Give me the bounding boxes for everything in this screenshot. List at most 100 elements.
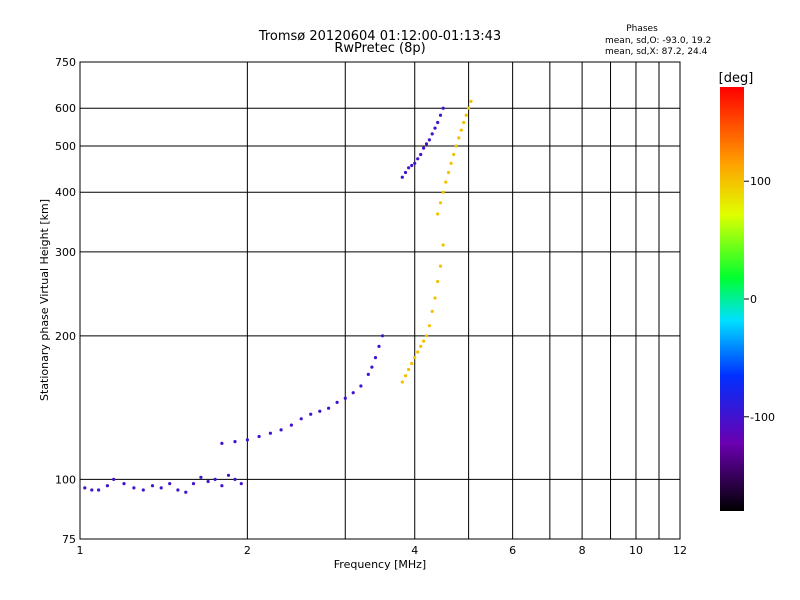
data-point-o (403, 170, 408, 175)
x-tick-label: 6 (509, 544, 516, 557)
data-point-o (233, 477, 237, 481)
data-point-o (424, 142, 429, 146)
y-tick-label: 100 (55, 473, 76, 486)
data-point-o (257, 434, 261, 439)
data-point-x (410, 361, 414, 366)
chart-title: Tromsø 20120604 01:12:00-01:13:43 (258, 29, 501, 44)
data-point-o (373, 356, 378, 360)
data-point-x (430, 309, 434, 313)
x-tick-label: 2 (244, 544, 251, 557)
phases-line-o: mean, sd,O: -93.0, 19.2 (605, 36, 711, 46)
grid-lines (80, 62, 680, 539)
data-point-o (359, 384, 363, 388)
data-point-o (422, 146, 426, 150)
colorbar: [deg] 100 0 -100 (719, 71, 775, 511)
y-tick-label: 300 (55, 246, 76, 259)
data-point-o (430, 132, 434, 136)
data-points (83, 99, 473, 494)
y-tick-label: 750 (55, 56, 76, 69)
data-point-o (343, 396, 347, 400)
y-axis-label: Stationary phase Virtual Height [km] (38, 199, 51, 401)
data-point-o (150, 484, 155, 488)
data-point-o (279, 428, 283, 432)
colorbar-tick-label: 0 (750, 293, 757, 306)
data-point-x (407, 367, 411, 372)
data-point-x (436, 212, 440, 216)
data-point-x (438, 264, 443, 268)
data-point-x (452, 152, 456, 157)
data-point-x (462, 120, 466, 125)
phases-header: Phases (626, 24, 658, 34)
plot-frame (79, 61, 681, 540)
data-point-o (410, 163, 414, 168)
data-point-o (327, 406, 331, 410)
data-point-x (449, 161, 453, 165)
colorbar-gradient (720, 87, 744, 511)
x-tick-label: 4 (411, 544, 418, 557)
data-point-x (419, 344, 423, 348)
x-tick-label: 10 (629, 544, 643, 557)
colorbar-tick-label: -100 (750, 411, 775, 424)
data-point-x (438, 201, 443, 205)
data-point-o (309, 412, 313, 416)
data-point-x (467, 106, 471, 110)
data-point-o (377, 344, 381, 348)
x-axis-ticks: 1 2 4 6 8 10 12 (77, 544, 688, 557)
data-point-o (239, 482, 243, 486)
y-tick-label: 200 (55, 330, 76, 343)
data-point-o (299, 417, 303, 421)
data-point-o (213, 477, 217, 481)
data-point-o (220, 484, 224, 488)
data-point-o (413, 161, 417, 165)
data-point-o (97, 488, 101, 492)
data-point-o (233, 440, 237, 444)
data-point-x (441, 243, 445, 247)
data-point-o (184, 490, 188, 494)
colorbar-ticks: 100 0 -100 (744, 175, 775, 424)
data-point-x (446, 170, 451, 175)
data-point-o (268, 431, 272, 435)
data-point-o (220, 441, 224, 445)
data-point-o (370, 365, 374, 369)
colorbar-label: [deg] (719, 71, 754, 86)
data-point-o (335, 400, 339, 404)
data-point-o (289, 423, 293, 427)
data-point-x (416, 350, 420, 354)
data-point-x (424, 334, 429, 338)
data-point-x (400, 380, 404, 384)
data-point-o (141, 488, 145, 492)
data-point-x (427, 324, 431, 328)
data-point-o (400, 175, 404, 179)
data-point-o (436, 120, 440, 125)
data-point-o (416, 157, 420, 161)
data-point-x (444, 180, 448, 184)
y-axis-ticks: 75 100 200 300 400 500 600 750 (55, 56, 76, 546)
data-point-o (132, 486, 136, 490)
data-point-o (206, 479, 210, 484)
x-tick-label: 8 (579, 544, 586, 557)
data-point-o (122, 482, 126, 486)
data-point-x (469, 99, 473, 103)
x-tick-label: 12 (673, 544, 687, 557)
data-point-o (441, 106, 445, 110)
data-point-o (112, 477, 116, 481)
data-point-o (168, 482, 172, 486)
data-point-x (433, 296, 437, 300)
data-point-o (245, 438, 249, 442)
data-point-o (191, 482, 196, 486)
data-point-x (413, 356, 417, 360)
y-tick-label: 75 (62, 533, 76, 546)
data-point-o (366, 372, 370, 376)
data-point-o (427, 138, 431, 142)
data-point-o (419, 152, 423, 157)
y-tick-label: 400 (55, 186, 76, 199)
data-point-x (403, 374, 408, 378)
y-tick-label: 600 (55, 102, 76, 115)
data-point-o (433, 126, 437, 130)
x-axis-label: Frequency [MHz] (334, 558, 426, 571)
data-point-x (422, 339, 426, 343)
data-point-x (464, 113, 468, 117)
data-point-x (459, 128, 463, 132)
